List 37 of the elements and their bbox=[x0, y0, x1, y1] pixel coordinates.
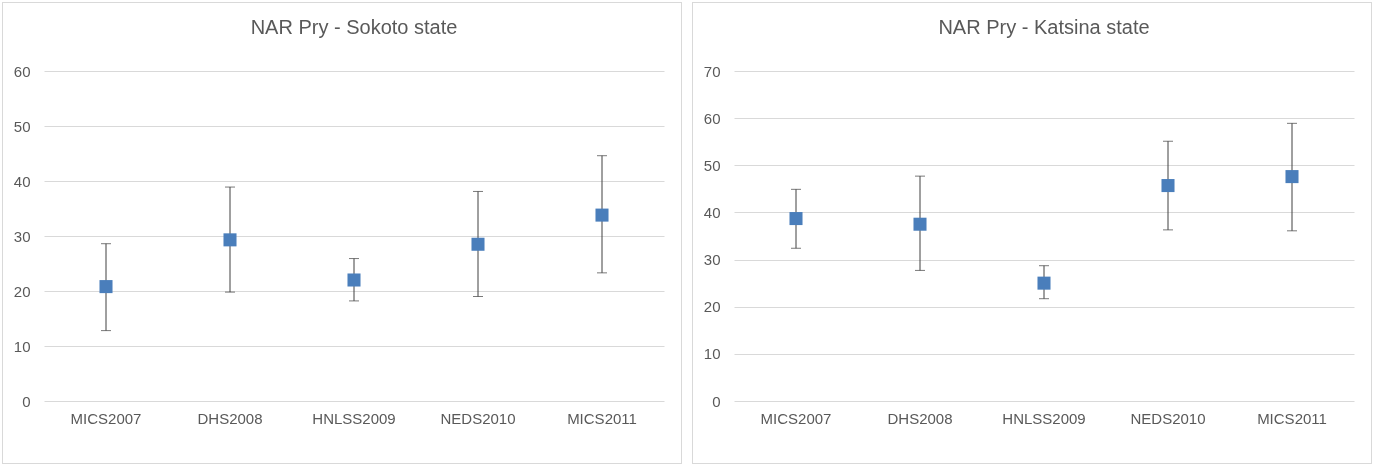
chart-title: NAR Pry - Katsina state bbox=[938, 16, 1150, 38]
x-tick-label: HNLSS2009 bbox=[1002, 409, 1086, 427]
x-tick-label: MICS2007 bbox=[760, 409, 832, 427]
y-tick-label: 60 bbox=[13, 62, 31, 80]
x-tick-label: MICS2011 bbox=[1257, 409, 1327, 427]
y-tick-label: 30 bbox=[703, 251, 721, 269]
x-tick-label: HNLSS2009 bbox=[312, 409, 396, 427]
point bbox=[347, 273, 361, 287]
y-tick-label: 0 bbox=[22, 392, 31, 410]
y-tick-label: 40 bbox=[13, 172, 31, 190]
point bbox=[223, 233, 237, 247]
y-tick-label: 50 bbox=[13, 117, 31, 135]
y-tick-label: 60 bbox=[703, 109, 721, 127]
x-tick-label: MICS2007 bbox=[70, 409, 142, 427]
y-tick-label: 20 bbox=[703, 298, 721, 316]
x-tick-label: NEDS2010 bbox=[440, 409, 516, 427]
y-tick-label: 70 bbox=[703, 62, 721, 80]
point bbox=[789, 212, 803, 226]
point bbox=[99, 280, 113, 294]
y-tick-label: 20 bbox=[13, 282, 31, 300]
x-tick-label: DHS2008 bbox=[887, 409, 953, 427]
x-tick-label: MICS2011 bbox=[567, 409, 637, 427]
point bbox=[1037, 276, 1051, 290]
y-tick-label: 10 bbox=[703, 345, 721, 363]
y-tick-label: 40 bbox=[703, 203, 721, 221]
y-tick-label: 10 bbox=[13, 337, 31, 355]
point bbox=[913, 217, 927, 231]
point bbox=[1161, 179, 1175, 193]
point bbox=[595, 208, 609, 222]
y-tick-label: 0 bbox=[712, 392, 721, 410]
y-tick-label: 50 bbox=[703, 156, 721, 174]
x-tick-label: DHS2008 bbox=[197, 409, 263, 427]
point bbox=[1285, 170, 1299, 184]
point bbox=[471, 237, 485, 251]
chart-title: NAR Pry - Sokoto state bbox=[250, 16, 458, 38]
x-tick-label: NEDS2010 bbox=[1130, 409, 1206, 427]
y-tick-label: 30 bbox=[13, 227, 31, 245]
